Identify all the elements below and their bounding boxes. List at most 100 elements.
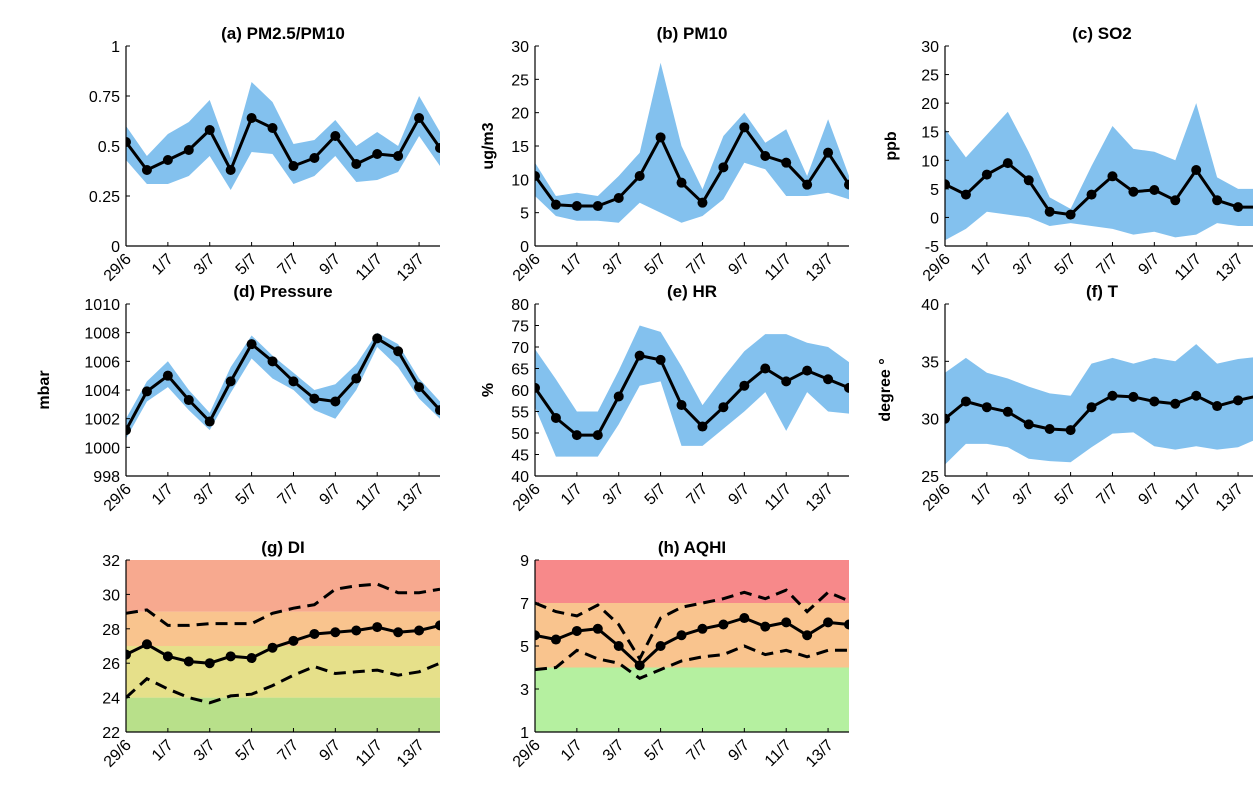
x-tick-label: 9/7	[316, 737, 344, 765]
x-tick-label: 7/7	[275, 251, 303, 279]
data-point	[288, 635, 299, 646]
range-band	[126, 332, 440, 439]
y-tick-label: 25	[511, 72, 529, 89]
x-tick-label: 7/7	[684, 737, 712, 765]
x-tick-label: 3/7	[191, 251, 219, 279]
panel-title: (a) PM2.5/PM10	[221, 24, 345, 43]
data-point	[823, 147, 834, 158]
data-point	[246, 653, 257, 664]
data-point	[225, 376, 236, 387]
data-point	[414, 625, 425, 636]
y-tick-label: 1002	[84, 412, 120, 429]
data-point	[1170, 398, 1181, 409]
data-point	[535, 382, 540, 393]
data-point	[1212, 401, 1223, 412]
data-point	[1191, 165, 1202, 175]
panel-title: (h) AQHI	[658, 538, 726, 557]
y-tick-label: 5	[520, 639, 529, 656]
data-point	[246, 339, 257, 350]
series-line	[126, 116, 440, 172]
zone-band	[535, 560, 849, 603]
data-point	[414, 382, 425, 393]
data-point	[435, 620, 440, 631]
data-point	[781, 376, 792, 387]
data-point	[372, 149, 383, 159]
zone-band	[535, 667, 849, 732]
x-tick-label: 7/7	[275, 481, 303, 509]
range-band	[945, 103, 1253, 241]
data-point	[309, 393, 320, 404]
data-point	[1191, 390, 1202, 401]
x-tick-label: 13/7	[394, 251, 428, 285]
x-tick-label: 5/7	[1052, 481, 1080, 509]
series-line	[126, 623, 440, 665]
x-tick-label: 3/7	[191, 737, 219, 765]
y-tick-label: 1008	[84, 326, 120, 343]
data-point	[571, 201, 582, 211]
data-point	[697, 421, 708, 432]
x-tick-label: 1/7	[149, 251, 177, 279]
data-point	[1044, 423, 1055, 434]
y-tick-label: 40	[511, 469, 529, 486]
data-point	[1128, 186, 1139, 197]
y-tick-label: -5	[925, 239, 939, 256]
data-point	[351, 159, 362, 169]
zone-band	[126, 611, 440, 646]
data-point	[981, 169, 992, 180]
data-point	[351, 625, 362, 636]
x-tick-label: 13/7	[803, 481, 837, 515]
data-point	[246, 113, 257, 123]
y-axis-label: ppb	[883, 131, 900, 161]
x-tick-label: 11/7	[1172, 251, 1205, 284]
data-point	[718, 162, 729, 173]
data-point	[535, 171, 540, 181]
data-point	[267, 123, 278, 133]
data-point	[393, 346, 404, 357]
data-point	[634, 171, 645, 181]
x-tick-label: 9/7	[725, 481, 753, 509]
series-line	[535, 354, 849, 437]
data-point	[634, 660, 645, 671]
data-point	[1233, 202, 1244, 213]
y-tick-label: 55	[511, 405, 529, 422]
y-tick-label: 5	[520, 206, 529, 223]
data-point	[945, 413, 950, 424]
y-tick-label: 80	[511, 297, 529, 314]
data-point	[162, 651, 173, 662]
zone-band	[126, 646, 440, 698]
data-point	[1149, 396, 1160, 407]
panel-title: (b) PM10	[657, 24, 728, 43]
panel-d: (d) Pressure mbar 998 1000 1002 1004 1006 100…	[36, 282, 440, 515]
y-tick-label: 70	[511, 340, 529, 357]
data-point	[760, 621, 771, 632]
y-axis-label: %	[480, 383, 497, 397]
data-point	[655, 354, 666, 365]
x-tick-label: 3/7	[1010, 251, 1038, 279]
y-tick-label: 30	[921, 412, 939, 429]
data-point	[760, 151, 771, 161]
data-point	[945, 179, 950, 190]
x-tick-label: 13/7	[394, 737, 428, 771]
x-tick-label: 5/7	[233, 737, 261, 765]
x-tick-label: 1/7	[558, 737, 586, 765]
y-tick-label: 30	[511, 39, 529, 56]
x-tick-label: 9/7	[1135, 251, 1163, 279]
x-tick-label: 7/7	[684, 481, 712, 509]
data-point	[1086, 189, 1097, 200]
panel-b: (b) PM10 ug/m3 0 5 10 15 20 25 30 29/6 1/7 3/7 5/7…	[480, 24, 849, 285]
data-point	[697, 623, 708, 634]
x-tick-label: 1/7	[558, 481, 586, 509]
data-point	[592, 623, 603, 634]
data-point	[1170, 195, 1181, 206]
y-tick-label: 1004	[84, 383, 120, 400]
y-tick-label: 10	[511, 172, 529, 189]
data-point	[1023, 419, 1034, 430]
panel-h: (h) AQHI 1 3 5 7 9 29/6 1/7 3/7 5/7 7/7 9/7 11/7 13/…	[510, 538, 849, 771]
panel-a: (a) PM2.5/PM10 0 0.25 0.5 0.75 1 29/6 1/7 3/7 5/…	[89, 24, 440, 285]
y-tick-label: 40	[921, 297, 939, 314]
y-tick-label: 30	[921, 39, 939, 56]
x-tick-label: 11/7	[762, 251, 795, 284]
y-tick-label: 45	[511, 448, 529, 465]
